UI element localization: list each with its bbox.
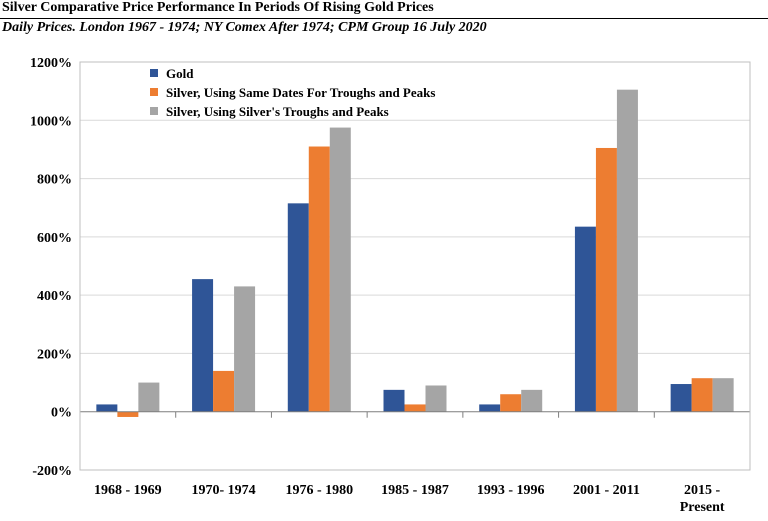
y-axis-ticks: -200% 0% 200% 400% 600% 800% 1000% 1200%: [30, 56, 72, 479]
bar-silver-same-dates: [691, 378, 713, 412]
y-tick-label: 400%: [37, 289, 72, 304]
y-tick-label: 800%: [37, 173, 72, 188]
x-tick-label: 2001 - 2011: [573, 483, 640, 498]
y-tick-label: 200%: [37, 347, 72, 362]
x-tick-label: 1976 - 1980: [285, 483, 353, 498]
y-tick-label: 1200%: [30, 56, 72, 71]
x-tick-label: 1968 - 1969: [94, 483, 162, 498]
bar-silver-same-dates: [308, 146, 330, 412]
bar-gold: [287, 203, 309, 412]
bar-gold: [479, 404, 501, 412]
x-tick-label: 1985 - 1987: [381, 483, 449, 498]
plot-border: [79, 61, 751, 471]
legend-label: Gold: [166, 66, 194, 81]
y-tick-label: 600%: [37, 231, 72, 246]
x-tick-label: 1993 - 1996: [477, 483, 545, 498]
bar-silver-same-dates: [595, 147, 617, 412]
y-tick-label: 1000%: [30, 114, 72, 129]
bar-silver-same-dates: [404, 404, 426, 412]
bar-silver-own-troughs: [329, 127, 351, 412]
legend-swatch: [150, 88, 158, 96]
y-tick-label: -200%: [32, 464, 72, 479]
bar-silver-own-troughs: [616, 89, 638, 412]
bar-silver-same-dates: [500, 394, 522, 412]
bar-gold: [96, 404, 118, 412]
legend-label: Silver, Using Same Dates For Troughs and…: [166, 85, 435, 100]
plot-area: [80, 62, 750, 470]
bar-silver-own-troughs: [138, 382, 160, 412]
x-axis-ticks: 1968 - 1969 1970- 1974 1976 - 1980 1985 - 1…: [94, 483, 725, 515]
bar-gold: [574, 226, 596, 412]
y-tick-label: 0%: [51, 406, 72, 421]
x-tick-label: 1970- 1974: [191, 483, 255, 498]
bar-silver-same-dates: [213, 370, 235, 412]
bar-silver-own-troughs: [521, 389, 543, 412]
legend-label: Silver, Using Silver's Troughs and Peaks: [166, 104, 389, 119]
bar-silver-own-troughs: [712, 378, 734, 412]
bars: [96, 89, 734, 418]
legend-swatch: [150, 69, 158, 77]
legend-swatch: [150, 107, 158, 115]
bar-gold: [192, 279, 214, 412]
bar-silver-own-troughs: [425, 385, 447, 412]
bar-silver-own-troughs: [234, 286, 256, 412]
chart-subtitle: Daily Prices. London 1967 - 1974; NY Com…: [2, 20, 487, 35]
title-rule: [0, 18, 768, 19]
bar-gold: [383, 389, 405, 412]
legend: Gold Silver, Using Same Dates For Troughs…: [150, 66, 435, 119]
bar-silver-same-dates: [117, 411, 139, 417]
chart-title: Silver Comparative Price Performance In …: [2, 0, 434, 15]
x-tick-label: 2015 -Present: [680, 483, 725, 515]
bar-gold: [670, 384, 692, 412]
